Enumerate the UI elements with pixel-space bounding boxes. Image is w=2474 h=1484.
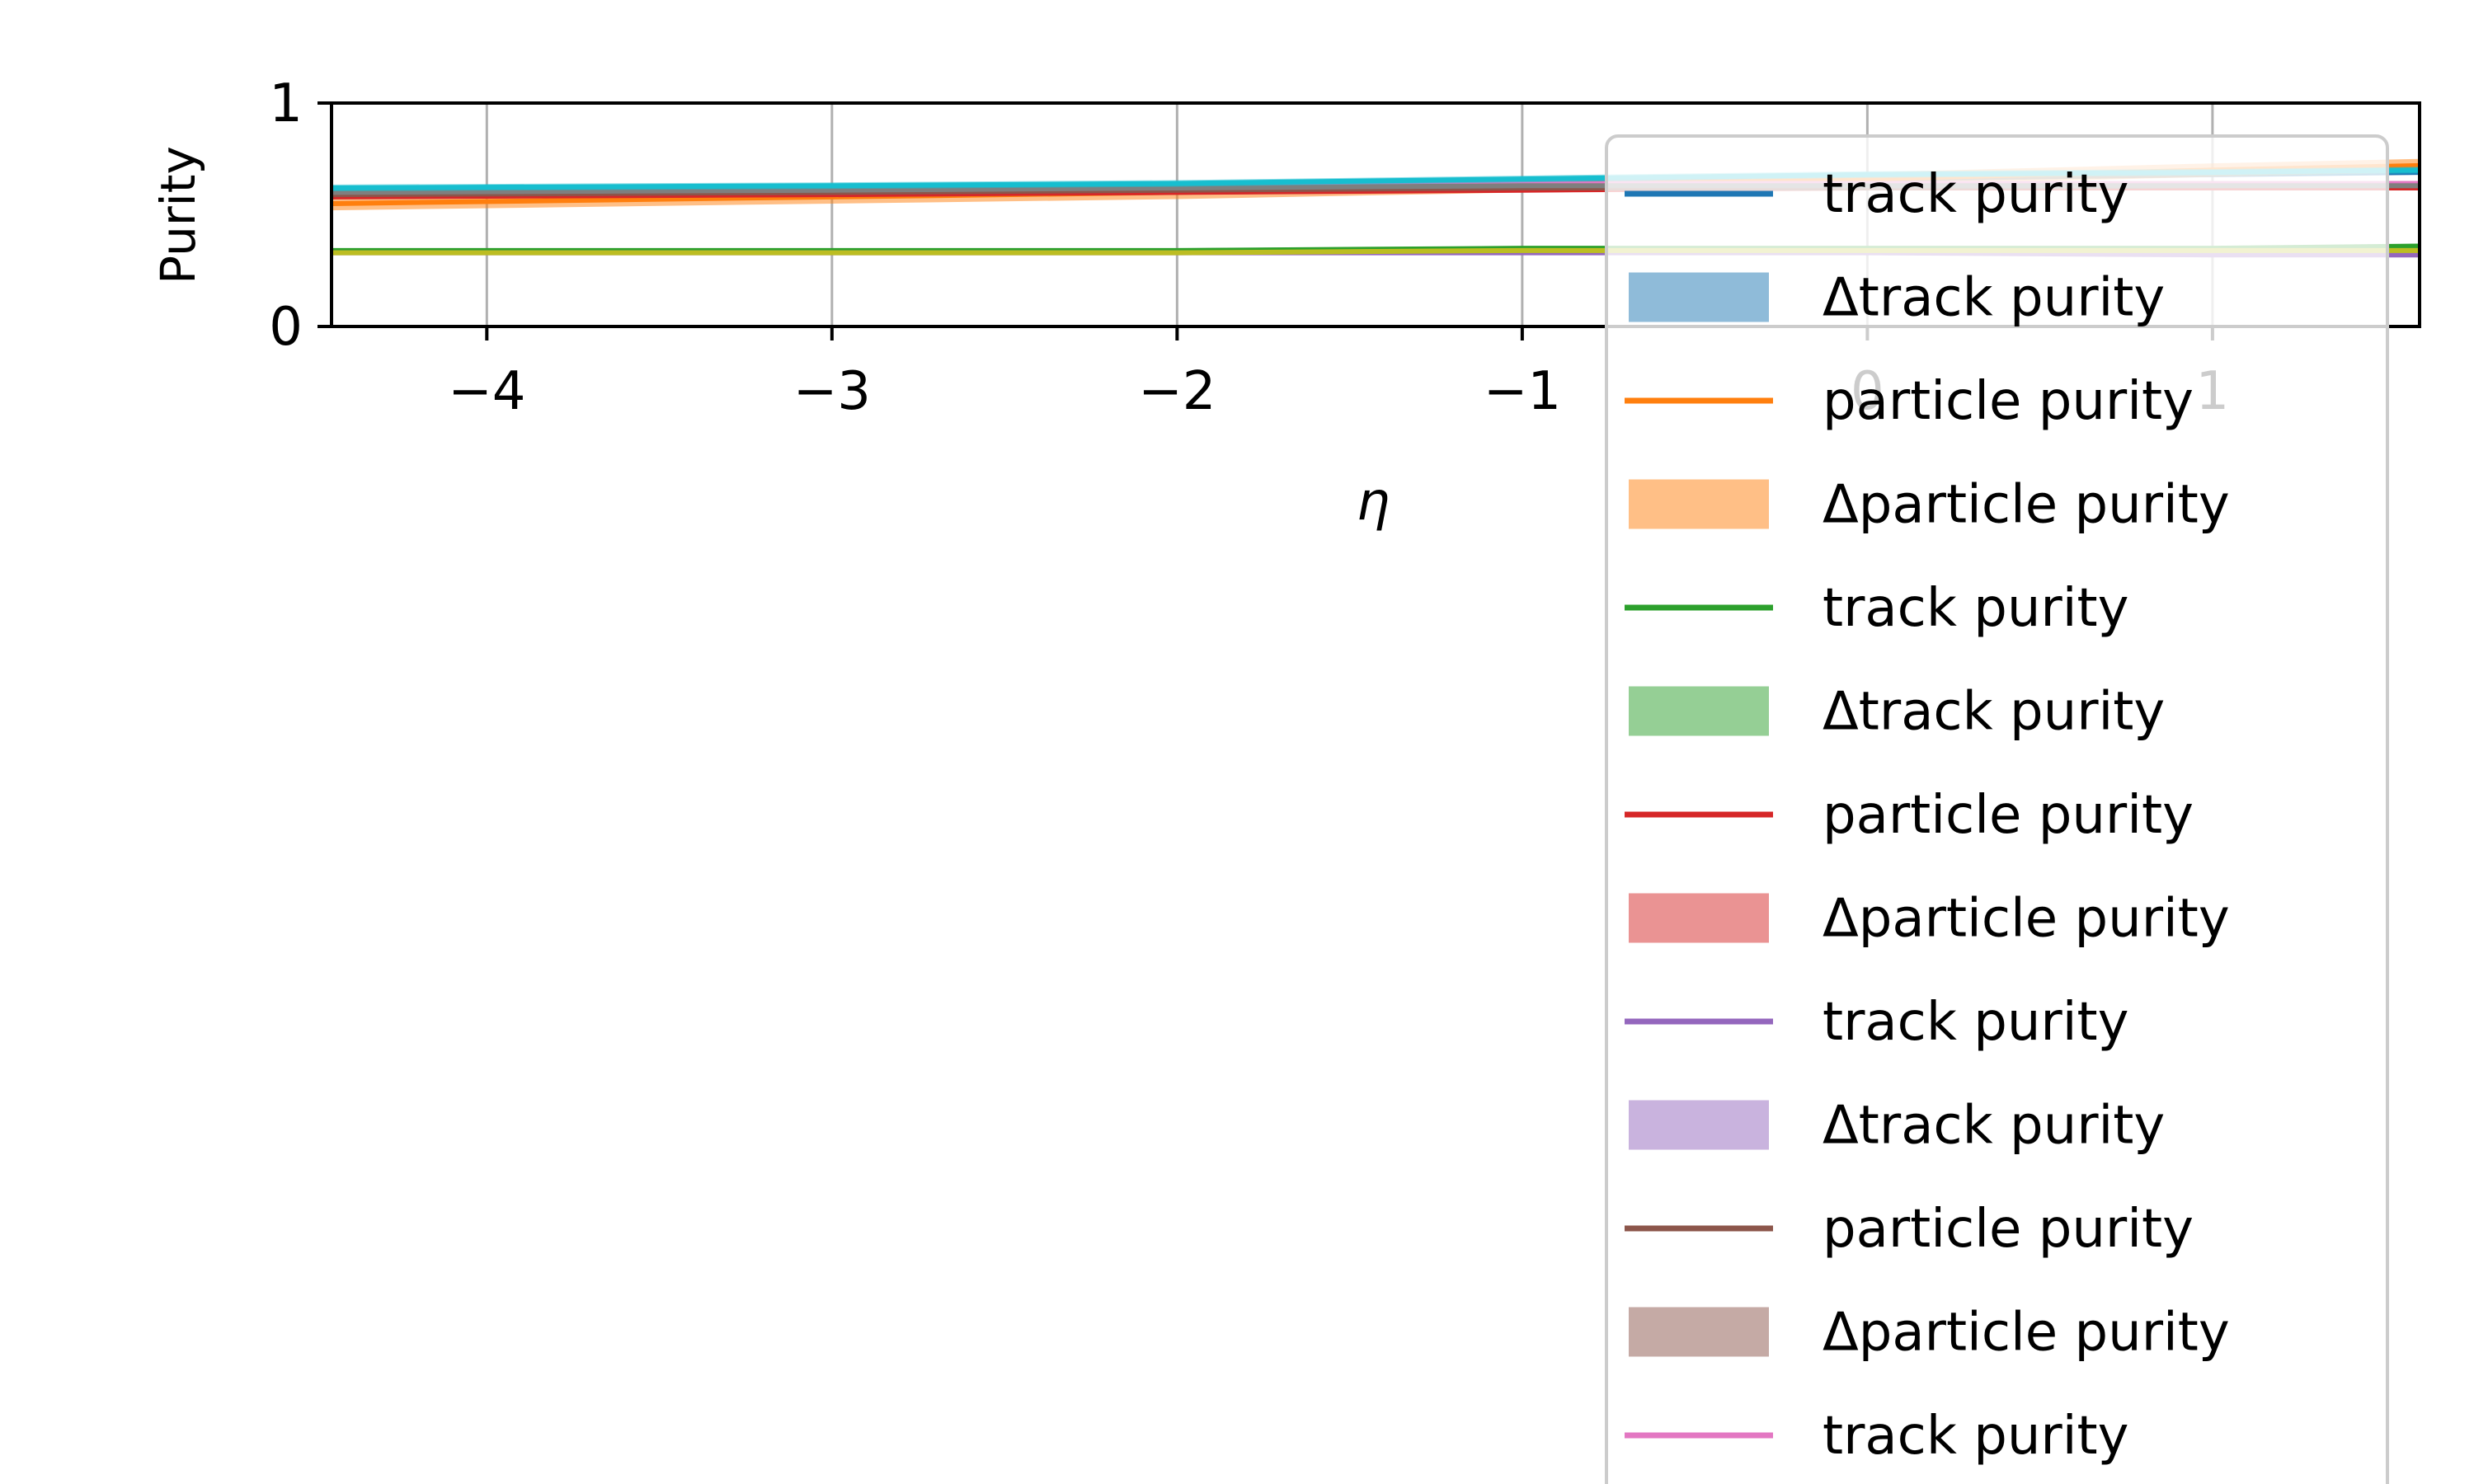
y-axis-label: Purity [150,146,206,284]
legend-label: track purity [1823,992,2128,1053]
x-axis-label: η [1357,472,1390,533]
plot-frame [330,101,2421,328]
legend-label: particle purity [1823,371,2194,432]
x-tick-label: −4 [448,361,525,422]
legend-entry: particle purity [1625,1199,2194,1260]
legend-entry: track purity [1625,164,2128,225]
legend-box [1605,134,2389,1484]
legend-patch-swatch [1629,686,1769,736]
legend-label: Δparticle purity [1823,475,2230,536]
legend-patch-swatch [1629,893,1769,943]
x-tick-label: −3 [793,361,871,422]
legend-label: track purity [1823,578,2128,639]
legend-label: particle purity [1823,785,2194,846]
legend-label: particle purity [1823,1199,2194,1260]
y-tick-label: 0 [269,297,303,358]
legend-patch-swatch [1629,479,1769,529]
legend-entry: track purity [1625,578,2128,639]
legend-label: track purity [1823,164,2128,225]
legend-patch-swatch [1629,1307,1769,1357]
legend-entry: track purity [1625,992,2128,1053]
legend-entry: particle purity [1625,785,2194,846]
legend-label: Δtrack purity [1823,682,2165,743]
legend-label: Δparticle purity [1823,889,2230,950]
legend-entry: Δtrack purity [1629,268,2165,329]
legend-label: Δparticle purity [1823,1303,2230,1364]
legend-patch-swatch [1629,1100,1769,1150]
legend: track purity Δtrack purity particle purity… [1605,134,2389,1484]
legend-entry: particle purity [1625,371,2194,432]
y-tick-label: 1 [269,73,303,134]
legend-label: track purity [1823,1406,2128,1467]
legend-entry: Δtrack purity [1629,1096,2165,1157]
legend-patch-swatch [1629,272,1769,322]
legend-label: Δtrack purity [1823,1096,2165,1157]
x-tick-label: −2 [1138,361,1216,422]
legend-label: Δtrack purity [1823,268,2165,329]
legend-entry: Δparticle purity [1629,889,2230,950]
legend-entry: track purity [1625,1406,2128,1467]
legend-entry: Δparticle purity [1629,1303,2230,1364]
legend-entry: Δparticle purity [1629,475,2230,536]
x-tick-label: −1 [1484,361,1561,422]
legend-entry: Δtrack purity [1629,682,2165,743]
